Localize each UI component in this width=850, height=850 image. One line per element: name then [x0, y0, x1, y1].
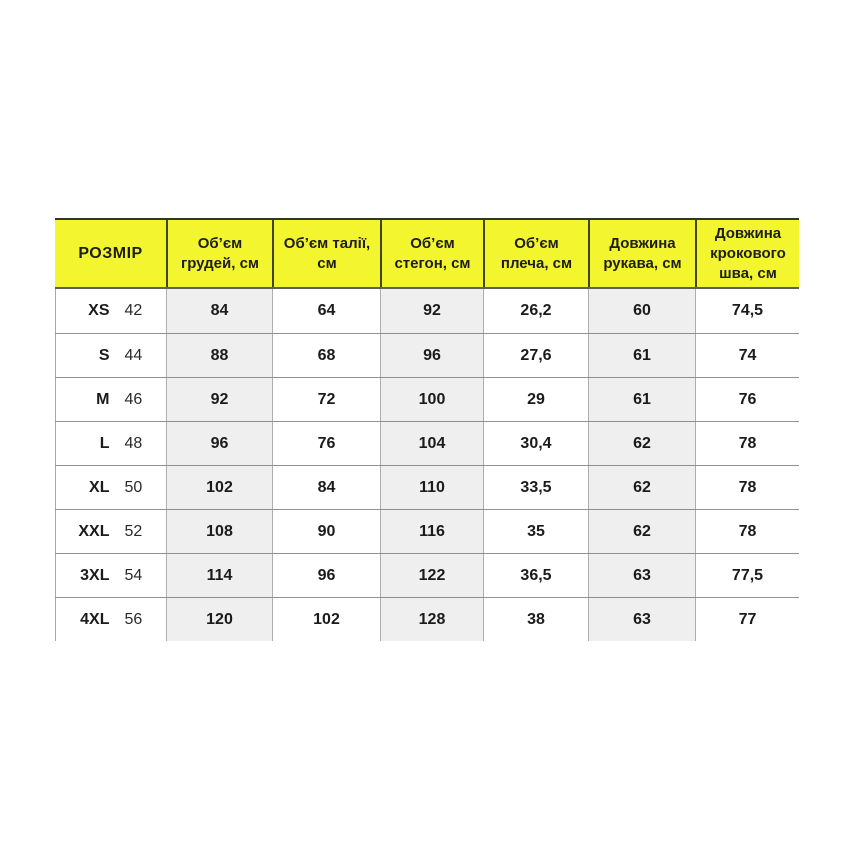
cell-sleeve: 60 [588, 289, 695, 333]
cell-chest: 96 [166, 422, 272, 465]
cell-inseam: 77,5 [695, 554, 799, 597]
size-label: XL [89, 478, 110, 496]
cell-inseam: 77 [695, 598, 799, 641]
size-cell: S 44 [55, 334, 166, 377]
table-row-4xl: 4XL 56 120 102 128 38 63 77 [55, 597, 799, 641]
cell-inseam: 76 [695, 378, 799, 421]
size-label: 4XL [80, 610, 110, 628]
cell-waist: 72 [272, 378, 380, 421]
cell-waist: 90 [272, 510, 380, 553]
size-number: 54 [124, 566, 143, 584]
cell-waist: 64 [272, 289, 380, 333]
size-label: 3XL [80, 566, 110, 584]
cell-sleeve: 61 [588, 378, 695, 421]
table-row-xl: XL 50 102 84 110 33,5 62 78 [55, 465, 799, 509]
cell-shoulder: 30,4 [483, 422, 588, 465]
size-table: РОЗМІР Об’єм грудей, см Об’єм талії, см … [55, 218, 799, 641]
cell-waist: 102 [272, 598, 380, 641]
header-cell-waist: Об’єм талії, см [272, 220, 380, 287]
cell-hips: 122 [380, 554, 483, 597]
table-row-xxl: XXL 52 108 90 116 35 62 78 [55, 509, 799, 553]
size-cell: M 46 [55, 378, 166, 421]
cell-shoulder: 36,5 [483, 554, 588, 597]
cell-sleeve: 63 [588, 554, 695, 597]
size-label: M [96, 390, 110, 408]
cell-waist: 84 [272, 466, 380, 509]
size-number: 46 [124, 390, 143, 408]
header-cell-hips: Об’єм стегон, см [380, 220, 483, 287]
cell-hips: 104 [380, 422, 483, 465]
cell-inseam: 78 [695, 466, 799, 509]
cell-sleeve: 62 [588, 422, 695, 465]
size-cell: XS 42 [55, 289, 166, 333]
cell-sleeve: 63 [588, 598, 695, 641]
size-cell: XL 50 [55, 466, 166, 509]
cell-inseam: 74 [695, 334, 799, 377]
cell-chest: 102 [166, 466, 272, 509]
table-row-l: L 48 96 76 104 30,4 62 78 [55, 421, 799, 465]
size-number: 48 [124, 434, 143, 452]
cell-hips: 92 [380, 289, 483, 333]
header-cell-chest: Об’єм грудей, см [166, 220, 272, 287]
table-row-3xl: 3XL 54 114 96 122 36,5 63 77,5 [55, 553, 799, 597]
header-cell-inseam: Довжина крокового шва, см [695, 220, 799, 287]
size-number: 52 [124, 522, 143, 540]
size-number: 42 [124, 302, 143, 319]
cell-shoulder: 26,2 [483, 289, 588, 333]
cell-hips: 100 [380, 378, 483, 421]
cell-hips: 116 [380, 510, 483, 553]
cell-inseam: 78 [695, 510, 799, 553]
size-cell: 3XL 54 [55, 554, 166, 597]
cell-shoulder: 27,6 [483, 334, 588, 377]
cell-waist: 96 [272, 554, 380, 597]
header-cell-shoulder: Об’єм плеча, см [483, 220, 588, 287]
size-label: L [99, 434, 110, 452]
cell-hips: 128 [380, 598, 483, 641]
cell-chest: 114 [166, 554, 272, 597]
table-header-row: РОЗМІР Об’єм грудей, см Об’єм талії, см … [55, 218, 799, 289]
table-row-s: S 44 88 68 96 27,6 61 74 [55, 333, 799, 377]
size-cell: 4XL 56 [55, 598, 166, 641]
cell-hips: 96 [380, 334, 483, 377]
cell-chest: 84 [166, 289, 272, 333]
size-cell: XXL 52 [55, 510, 166, 553]
cell-shoulder: 38 [483, 598, 588, 641]
cell-waist: 76 [272, 422, 380, 465]
cell-chest: 108 [166, 510, 272, 553]
header-cell-sleeve: Довжина рукава, см [588, 220, 695, 287]
cell-inseam: 78 [695, 422, 799, 465]
table-row-m: M 46 92 72 100 29 61 76 [55, 377, 799, 421]
size-number: 56 [124, 610, 143, 628]
cell-shoulder: 35 [483, 510, 588, 553]
size-label: XXL [78, 522, 110, 540]
cell-sleeve: 62 [588, 466, 695, 509]
cell-inseam: 74,5 [695, 289, 799, 333]
size-number: 44 [124, 346, 143, 364]
cell-chest: 88 [166, 334, 272, 377]
cell-hips: 110 [380, 466, 483, 509]
cell-shoulder: 29 [483, 378, 588, 421]
cell-chest: 120 [166, 598, 272, 641]
size-cell: L 48 [55, 422, 166, 465]
cell-waist: 68 [272, 334, 380, 377]
size-number: 50 [124, 478, 143, 496]
cell-sleeve: 62 [588, 510, 695, 553]
cell-sleeve: 61 [588, 334, 695, 377]
cell-chest: 92 [166, 378, 272, 421]
size-label: S [98, 346, 110, 364]
header-cell-size: РОЗМІР [55, 220, 166, 287]
table-row-xs: XS 42 84 64 92 26,2 60 74,5 [55, 289, 799, 333]
cell-shoulder: 33,5 [483, 466, 588, 509]
size-label: XS [88, 302, 110, 319]
